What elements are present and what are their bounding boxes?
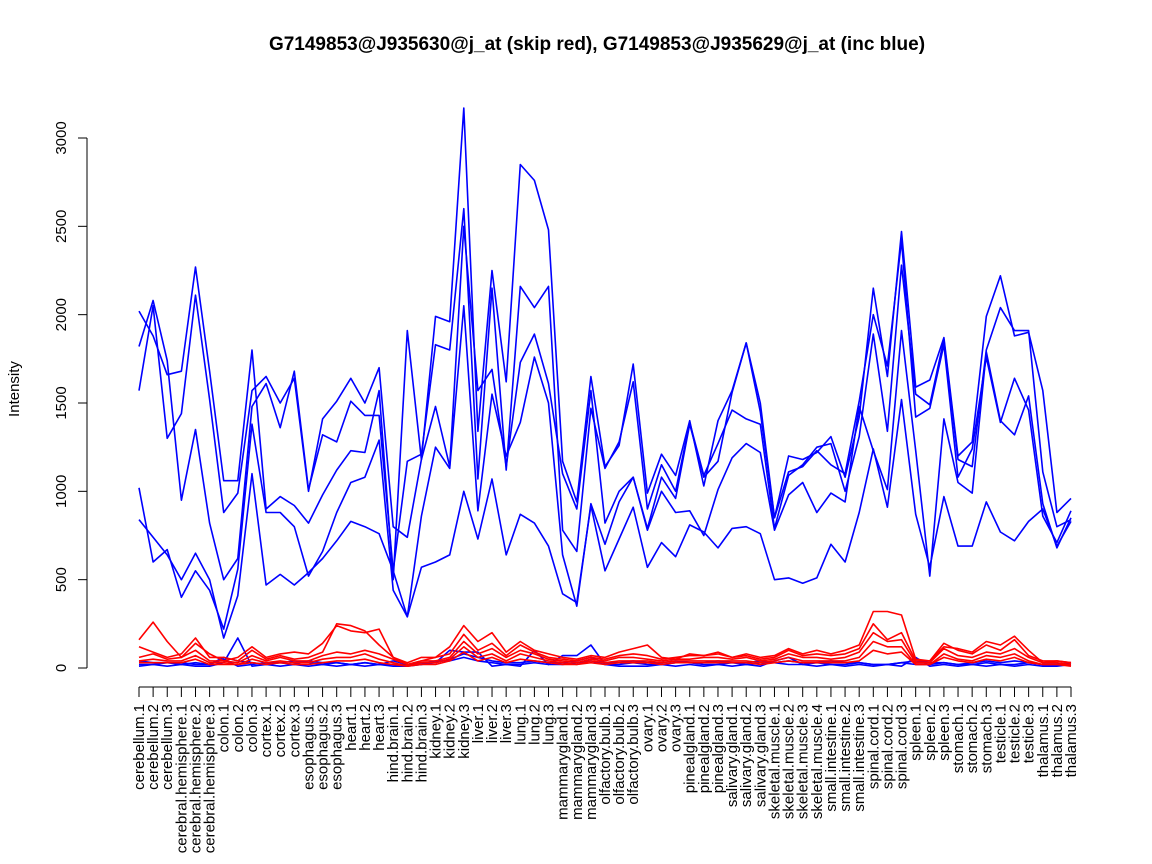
x-tick-label: cerebral.hemisphere.2 (187, 704, 204, 853)
x-tick-label: esophagus.2 (315, 704, 332, 790)
inc-series-line (138, 207, 1072, 581)
x-tick-label: mammarygland.3 (583, 704, 600, 820)
x-tick-label: thalamus.3 (1063, 704, 1080, 777)
y-tick-label: 0 (53, 664, 70, 672)
inc-series-line (138, 304, 1072, 630)
x-tick-label: skeletal.muscle.3 (795, 704, 812, 819)
x-tick-label: thalamus.1 (1035, 704, 1052, 777)
x-tick-label: skeletal.muscle.1 (766, 704, 783, 819)
x-tick-label: salivary.gland.3 (752, 704, 769, 807)
x-tick-label: hind.brain.2 (399, 704, 416, 782)
x-tick-label: skeletal.muscle.2 (781, 704, 798, 819)
x-tick-label: small.intestine.1 (823, 704, 840, 812)
x-tick-label: ovary.3 (668, 704, 685, 752)
x-tick-label: salivary.gland.1 (724, 704, 741, 807)
x-tick-label: skeletal.muscle.4 (809, 704, 826, 819)
x-axis: cerebellum.1cerebellum.2cerebellum.3cere… (131, 686, 1080, 853)
x-tick-label: cortex.2 (272, 704, 289, 757)
skip-series-line (139, 649, 1072, 668)
x-tick-label: spleen.1 (908, 704, 925, 761)
x-tick-label: ovary.1 (639, 704, 656, 752)
chart-title: G7149853@J935630@j_at (skip red), G71498… (269, 34, 925, 55)
x-tick-label: colon.3 (244, 704, 261, 752)
x-tick-label: olfactory.bulb.1 (597, 704, 614, 805)
y-tick-label: 3000 (53, 121, 70, 154)
x-tick-label: cerebellum.1 (131, 704, 148, 790)
x-tick-label: salivary.gland.2 (738, 704, 755, 807)
x-tick-label: heart.3 (371, 704, 388, 751)
x-tick-label: esophagus.1 (300, 704, 317, 790)
x-tick-label: testicle.2 (1007, 704, 1024, 763)
x-tick-label: stomach.1 (950, 704, 967, 773)
x-tick-label: spleen.3 (936, 704, 953, 761)
x-tick-label: liver.3 (498, 704, 515, 743)
x-tick-label: spinal.cord.3 (894, 704, 911, 789)
x-tick-label: thalamus.2 (1049, 704, 1066, 777)
x-tick-label: heart.2 (357, 704, 374, 751)
x-tick-label: kidney.2 (442, 704, 459, 759)
y-tick-label: 1000 (53, 475, 70, 508)
x-tick-label: small.intestine.3 (851, 704, 868, 812)
x-tick-label: stomach.2 (964, 704, 981, 773)
x-tick-label: liver.1 (470, 704, 487, 743)
x-tick-label: cerebral.hemisphere.1 (173, 704, 190, 853)
x-tick-label: cerebellum.3 (159, 704, 176, 790)
x-tick-label: pinealgland.1 (682, 704, 699, 793)
y-axis: 0 500 1000 1500 2000 2500 3000 (53, 121, 88, 672)
x-tick-label: mammarygland.2 (569, 704, 586, 820)
x-tick-label: liver.2 (484, 704, 501, 743)
x-tick-label: hind.brain.3 (413, 704, 430, 782)
x-tick-label: testicle.1 (992, 704, 1009, 763)
y-tick-label: 2000 (53, 298, 70, 331)
x-tick-label: mammarygland.1 (555, 704, 572, 820)
series-layer (138, 107, 1072, 668)
x-tick-label: spinal.cord.1 (865, 704, 882, 789)
x-tick-label: lung.3 (541, 704, 558, 745)
x-tick-label: cerebellum.2 (145, 704, 162, 790)
x-tick-label: pinealgland.2 (696, 704, 713, 793)
x-tick-label: colon.2 (230, 704, 247, 752)
x-tick-label: hind.brain.1 (385, 704, 402, 782)
skip-series-line (138, 622, 1072, 666)
y-tick-label: 2500 (53, 210, 70, 243)
x-tick-label: kidney.3 (456, 704, 473, 759)
skip-series-line (138, 610, 1072, 664)
x-tick-label: cortex.1 (258, 704, 275, 757)
x-tick-label: colon.1 (216, 704, 233, 752)
y-tick-label: 1500 (53, 386, 70, 419)
x-tick-label: cerebral.hemisphere.3 (202, 704, 219, 853)
x-tick-label: esophagus.3 (329, 704, 346, 790)
x-tick-label: heart.1 (343, 704, 360, 751)
inc-series-line (138, 107, 1072, 581)
y-axis-label: Intensity (6, 361, 23, 417)
x-tick-label: kidney.1 (428, 704, 445, 759)
inc-series-line (138, 225, 1072, 544)
x-tick-label: stomach.3 (978, 704, 995, 773)
x-tick-label: spinal.cord.2 (879, 704, 896, 789)
skip-series-line (138, 631, 1072, 666)
x-tick-label: testicle.3 (1021, 704, 1038, 763)
x-tick-label: ovary.2 (653, 704, 670, 752)
x-tick-label: spleen.2 (922, 704, 939, 761)
x-tick-label: pinealgland.3 (710, 704, 727, 793)
x-tick-label: lung.1 (512, 704, 529, 745)
x-tick-label: cortex.3 (286, 704, 303, 757)
x-tick-label: olfactory.bulb.2 (611, 704, 628, 805)
y-tick-label: 500 (53, 567, 70, 592)
inc-series-line (138, 398, 1072, 639)
x-tick-label: small.intestine.2 (837, 704, 854, 812)
x-tick-label: lung.2 (526, 704, 543, 745)
x-tick-label: olfactory.bulb.3 (625, 704, 642, 805)
